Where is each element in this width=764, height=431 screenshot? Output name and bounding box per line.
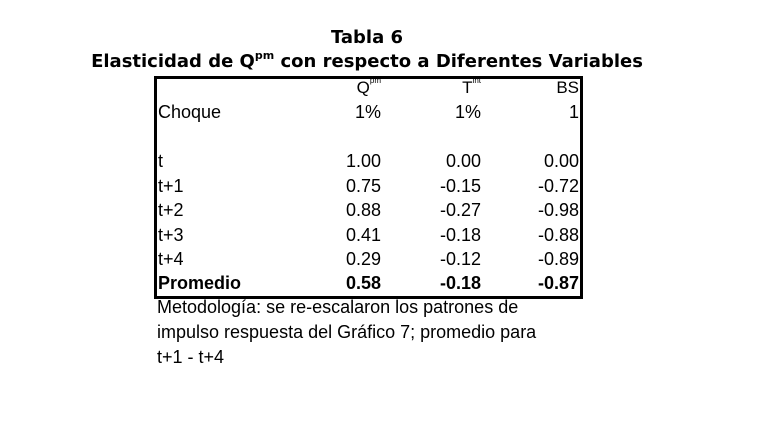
note-line: t+1 - t+4 <box>157 347 225 367</box>
title-line-2-start: Elasticidad de Q <box>91 51 255 72</box>
cell-value: 0.00 <box>543 151 579 171</box>
cell-value: 0.75 <box>345 176 381 196</box>
column-header-bs: BS <box>556 76 579 100</box>
note-line: Metodología: se re-escalaron los patrone… <box>157 297 519 317</box>
methodology-note: Metodología: se re-escalaron los patrone… <box>157 295 597 370</box>
column-header-bs-base: BS <box>556 78 579 97</box>
row-label: t+2 <box>158 200 184 220</box>
average-row: Promedio 0.58 -0.18 -0.87 <box>157 271 580 295</box>
cell-value: 0.58 <box>345 273 381 293</box>
row-label: t+1 <box>158 176 184 196</box>
row-label: Choque <box>158 102 222 122</box>
table-row: t 1.00 0.00 0.00 <box>157 149 580 173</box>
cell-value: -0.12 <box>439 249 481 269</box>
column-header-qpm-base: Q <box>356 78 370 97</box>
elasticity-table: Qpm Tint BS Choque 1% 1% 1 t 1.00 0.00 0… <box>154 76 583 299</box>
column-header-tint-base: T <box>462 78 473 97</box>
cell-value: -0.18 <box>439 273 481 293</box>
cell-value: -0.98 <box>537 200 579 220</box>
column-header-tint-sup: int <box>472 76 481 86</box>
cell-value: 1.00 <box>345 151 381 171</box>
table-row: t+2 0.88 -0.27 -0.98 <box>157 198 580 222</box>
shock-row: Choque 1% 1% 1 <box>157 100 580 124</box>
row-label: t+3 <box>158 225 184 245</box>
table-row: t+3 0.41 -0.18 -0.88 <box>157 223 580 247</box>
cell-value: -0.27 <box>439 200 481 220</box>
cell-value: 1% <box>354 102 381 122</box>
column-header-qpm: Qpm <box>357 76 381 100</box>
cell-value: -0.15 <box>439 176 481 196</box>
row-label: t+4 <box>158 249 184 269</box>
row-label: Promedio <box>158 273 242 293</box>
title-line-2-end: con respecto a Diferentes Variables <box>274 51 643 72</box>
cell-value: -0.88 <box>537 225 579 245</box>
cell-value: 1 <box>568 102 579 122</box>
cell-value: 0.00 <box>445 151 481 171</box>
title-line-2: Elasticidad de Qpm con respecto a Difere… <box>0 50 734 74</box>
cell-value: -0.89 <box>537 249 579 269</box>
table-row: t+4 0.29 -0.12 -0.89 <box>157 247 580 271</box>
table-title: Tabla 6 Elasticidad de Qpm con respecto … <box>0 26 734 74</box>
cell-value: 0.88 <box>345 200 381 220</box>
column-header-qpm-sup: pm <box>369 76 381 86</box>
cell-value: 0.41 <box>345 225 381 245</box>
row-label: t <box>158 151 164 171</box>
cell-value: -0.72 <box>537 176 579 196</box>
cell-value: -0.18 <box>439 225 481 245</box>
note-line: impulso respuesta del Gráfico 7; promedi… <box>157 322 537 342</box>
title-superscript: pm <box>254 49 275 62</box>
table-row: t+1 0.75 -0.15 -0.72 <box>157 174 580 198</box>
cell-value: 1% <box>454 102 481 122</box>
header-row: Qpm Tint BS <box>157 76 580 100</box>
title-line-1: Tabla 6 <box>330 27 404 48</box>
cell-value: 0.29 <box>345 249 381 269</box>
column-header-tint: Tint <box>462 76 481 100</box>
cell-value: -0.87 <box>537 273 579 293</box>
